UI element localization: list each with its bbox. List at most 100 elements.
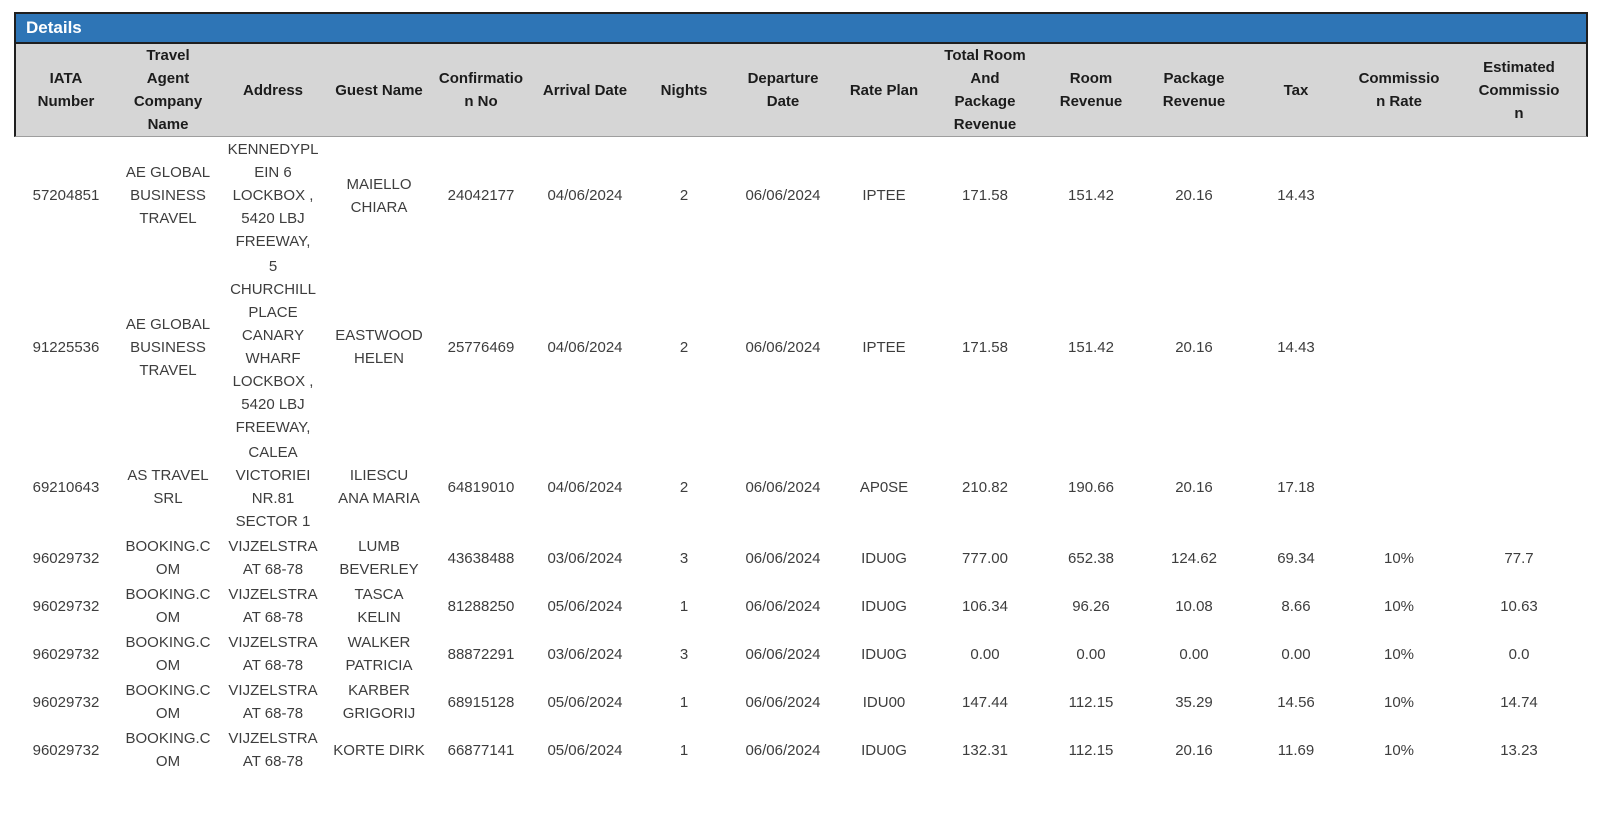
cell-commission-rate: 10% xyxy=(1383,549,1415,567)
cell-guest-name: EASTWOOD HELEN xyxy=(335,327,423,367)
col-header-room-revenue: Room Revenue xyxy=(1040,44,1142,136)
cell-total-room-and-package-revenue: 210.82 xyxy=(962,478,1008,496)
cell-estimated-commission xyxy=(1452,254,1586,440)
header-row: IATA Number Travel Agent Company Name Addr… xyxy=(16,44,1586,136)
cell-nights: 2 xyxy=(679,187,689,204)
cell-iata-number: 57204851 xyxy=(32,187,100,204)
cell-address: VIJZELSTRAAT 68-78 xyxy=(228,634,318,674)
cell-tax: 14.56 xyxy=(1277,693,1315,711)
cell-estimated-commission: 0.0 xyxy=(1508,645,1530,663)
cell-arrival-date: 03/06/2024 xyxy=(547,645,623,663)
cell-package-revenue: 124.62 xyxy=(1171,549,1217,567)
col-header-address: Address xyxy=(220,44,326,136)
cell-departure-date: 06/06/2024 xyxy=(745,693,821,711)
cell-confirmation-no: 24042177 xyxy=(447,187,515,204)
cell-guest-name: WALKER PATRICIA xyxy=(345,634,413,674)
cell-travel-agent-company-name: AE GLOBAL BUSINESS TRAVEL xyxy=(125,315,211,379)
cell-nights: 2 xyxy=(679,338,689,356)
cell-guest-name: MAIELLO CHIARA xyxy=(346,175,412,216)
cell-arrival-date: 04/06/2024 xyxy=(547,187,623,204)
cell-guest-name: TASCA KELIN xyxy=(354,586,404,626)
col-header-total-room-and-package-revenue: Total Room And Package Revenue xyxy=(930,44,1040,136)
cell-iata-number: 96029732 xyxy=(32,645,100,663)
cell-commission-rate xyxy=(1346,254,1452,440)
cell-guest-name: KARBER GRIGORIJ xyxy=(342,682,416,722)
col-header-estimated-commission: Estimated Commission xyxy=(1452,44,1586,136)
cell-address: VIJZELSTRAAT 68-78 xyxy=(228,682,318,722)
details-panel: Details IATA Number Travel Agent Company … xyxy=(14,12,1588,137)
cell-departure-date: 06/06/2024 xyxy=(745,478,821,496)
cell-travel-agent-company-name: BOOKING.COM xyxy=(125,730,211,770)
cell-package-revenue: 10.08 xyxy=(1175,597,1213,615)
cell-iata-number: 96029732 xyxy=(32,597,100,615)
cell-arrival-date: 05/06/2024 xyxy=(547,741,623,759)
cell-estimated-commission: 13.23 xyxy=(1500,741,1538,759)
cell-rate-plan: IDU0G xyxy=(861,597,907,615)
col-header-arrival-date: Arrival Date xyxy=(530,44,640,136)
cell-commission-rate: 10% xyxy=(1383,741,1415,759)
cell-arrival-date: 03/06/2024 xyxy=(547,549,623,567)
col-header-confirmation-no: Confirmation No xyxy=(432,44,530,136)
cell-iata-number: 69210643 xyxy=(32,478,100,496)
table-row: 96029732 BOOKING.COM VIJZELSTRAAT 68-78 KOR… xyxy=(16,726,1586,774)
cell-room-revenue: 0.00 xyxy=(1076,645,1106,663)
cell-departure-date: 06/06/2024 xyxy=(745,645,821,663)
cell-confirmation-no: 43638488 xyxy=(447,549,515,567)
cell-address: VIJZELSTRAAT 68-78 xyxy=(228,586,318,626)
cell-arrival-date: 04/06/2024 xyxy=(547,338,623,356)
cell-commission-rate: 10% xyxy=(1383,693,1415,711)
table-row: 96029732 BOOKING.COM VIJZELSTRAAT 68-78 WAL… xyxy=(16,630,1586,678)
cell-guest-name: ILIESCU ANA MARIA xyxy=(338,467,420,507)
cell-confirmation-no: 88872291 xyxy=(447,645,515,663)
col-header-package-revenue: Package Revenue xyxy=(1142,44,1246,136)
cell-rate-plan: IDU0G xyxy=(861,549,907,567)
cell-estimated-commission: 77.7 xyxy=(1504,549,1534,567)
cell-iata-number: 96029732 xyxy=(32,693,100,711)
cell-tax: 0.00 xyxy=(1281,645,1311,663)
cell-rate-plan: AP0SE xyxy=(859,478,909,496)
cell-total-room-and-package-revenue: 171.58 xyxy=(962,338,1008,356)
cell-nights: 3 xyxy=(679,549,689,567)
cell-tax: 14.43 xyxy=(1277,338,1315,356)
col-header-travel-agent-company-name: Travel Agent Company Name xyxy=(116,44,220,136)
cell-iata-number: 96029732 xyxy=(32,549,100,567)
cell-room-revenue: 112.15 xyxy=(1068,693,1114,711)
cell-travel-agent-company-name: BOOKING.COM xyxy=(125,586,211,626)
cell-guest-name: KORTE DIRK xyxy=(333,741,425,759)
col-header-nights: Nights xyxy=(640,44,728,136)
cell-estimated-commission: 14.74 xyxy=(1500,693,1538,711)
cell-nights: 1 xyxy=(679,597,689,615)
cell-departure-date: 06/06/2024 xyxy=(745,597,821,615)
cell-travel-agent-company-name: AE GLOBAL BUSINESS TRAVEL xyxy=(125,164,211,227)
cell-rate-plan: IPTEE xyxy=(862,338,906,356)
cell-departure-date: 06/06/2024 xyxy=(745,338,821,356)
table-row: 96029732 BOOKING.COM VIJZELSTRAAT 68-78 KAR… xyxy=(16,678,1586,726)
cell-address: VIJZELSTRAAT 68-78 xyxy=(228,730,318,770)
table-row: 69210643 AS TRAVEL SRL CALEA VICTORIEI NR.… xyxy=(16,440,1586,534)
cell-total-room-and-package-revenue: 777.00 xyxy=(962,549,1008,567)
cell-address: CALEA VICTORIEI NR.81 SECTOR 1 xyxy=(235,444,311,530)
cell-rate-plan: IDU0G xyxy=(861,645,907,663)
cell-tax: 8.66 xyxy=(1281,597,1311,615)
table-row: 57204851 AE GLOBAL BUSINESS TRAVEL KENNEDY… xyxy=(16,137,1586,254)
col-header-departure-date: Departure Date xyxy=(728,44,838,136)
cell-travel-agent-company-name: BOOKING.COM xyxy=(125,682,211,722)
report-table-rows: 57204851 AE GLOBAL BUSINESS TRAVEL KENNEDY… xyxy=(16,137,1586,774)
cell-rate-plan: IDU00 xyxy=(862,693,906,711)
cell-confirmation-no: 81288250 xyxy=(447,597,515,615)
cell-nights: 2 xyxy=(679,478,689,496)
cell-address: VIJZELSTRAAT 68-78 xyxy=(228,538,318,578)
cell-package-revenue: 0.00 xyxy=(1179,645,1209,663)
cell-package-revenue: 20.16 xyxy=(1175,741,1213,759)
details-report: Details IATA Number Travel Agent Company … xyxy=(14,12,1588,774)
cell-nights: 3 xyxy=(679,645,689,663)
cell-nights: 1 xyxy=(679,741,689,759)
table-row: 91225536 AE GLOBAL BUSINESS TRAVEL 5 CHURC… xyxy=(16,254,1586,440)
cell-total-room-and-package-revenue: 171.58 xyxy=(962,187,1008,204)
cell-room-revenue: 652.38 xyxy=(1068,549,1114,567)
col-header-commission-rate: Commission Rate xyxy=(1346,44,1452,136)
cell-estimated-commission: 10.63 xyxy=(1500,597,1538,615)
cell-commission-rate: 10% xyxy=(1383,597,1415,615)
cell-package-revenue: 20.16 xyxy=(1175,478,1213,496)
cell-total-room-and-package-revenue: 106.34 xyxy=(962,597,1008,615)
